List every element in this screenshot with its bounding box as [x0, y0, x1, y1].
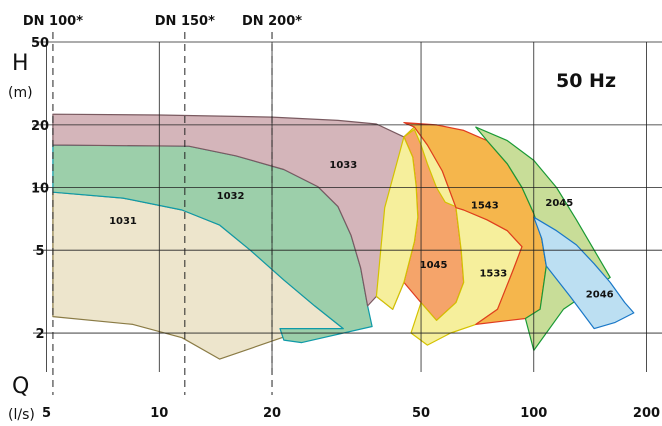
x-tick-label-50: 50 [412, 406, 430, 421]
pipe-limit-label-1: DN 150* [155, 14, 215, 29]
region-label-1031: 1031 [109, 216, 137, 227]
y-axis-unit: (m) [8, 85, 33, 101]
pump-regions [52, 113, 635, 360]
x-axis-symbol: Q [12, 374, 29, 399]
x-axis-unit: (l/s) [8, 407, 35, 423]
y-tick-label-20: 20 [31, 119, 49, 134]
region-label-1533: 1533 [479, 269, 507, 280]
pipe-limit-lines: DN 100* DN 150* DN 200* [23, 14, 302, 395]
frequency-annotation: 50 Hz [556, 70, 616, 92]
region-label-1032: 1032 [217, 191, 245, 202]
axis-ticks: 5 10 20 50 100 200 2 5 10 20 50 [31, 36, 660, 421]
x-tick-label-10: 10 [150, 406, 168, 421]
y-tick-label-2: 2 [35, 327, 44, 342]
y-axis-symbol: H [12, 51, 29, 76]
y-tick-label-10: 10 [31, 182, 49, 197]
region-labels: 1031 1032 1033 1045 1533 1543 2045 2046 [109, 160, 614, 301]
x-tick-label-200: 200 [633, 406, 660, 421]
x-tick-label-100: 100 [520, 406, 547, 421]
region-label-1045: 1045 [420, 260, 448, 271]
x-tick-label-5: 5 [42, 406, 51, 421]
pipe-limit-label-0: DN 100* [23, 14, 83, 29]
region-label-1543: 1543 [471, 200, 499, 211]
region-label-1033: 1033 [329, 160, 357, 171]
region-label-2045: 2045 [545, 198, 573, 209]
region-label-2046: 2046 [586, 289, 614, 300]
region-2046 [533, 216, 635, 330]
pipe-limit-label-2: DN 200* [242, 14, 302, 29]
y-tick-label-50: 50 [31, 36, 49, 51]
x-tick-label-20: 20 [263, 406, 281, 421]
y-tick-label-5: 5 [35, 244, 44, 259]
